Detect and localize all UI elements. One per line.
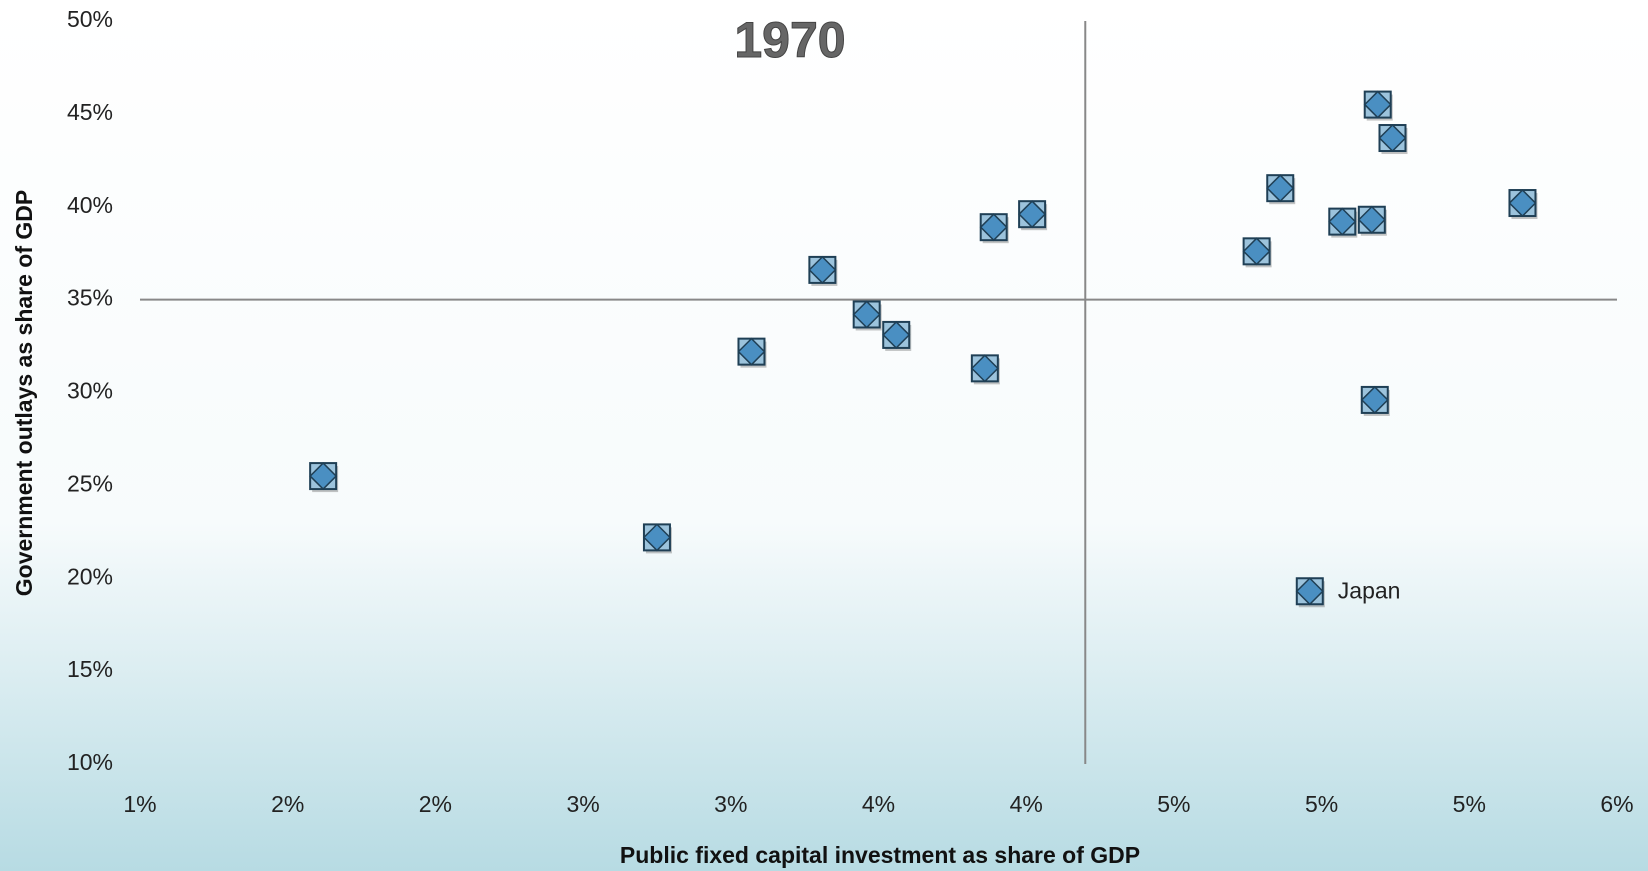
y-axis-label: Government outlays as share of GDP — [11, 190, 37, 596]
point — [852, 300, 882, 331]
point — [970, 354, 1000, 385]
y-tick-label: 20% — [67, 563, 113, 589]
point-diamond — [882, 320, 911, 349]
y-tick-label: 25% — [67, 470, 113, 496]
x-tick-label: 2% — [271, 791, 304, 817]
point — [309, 462, 339, 493]
point — [882, 320, 912, 351]
point — [1295, 577, 1325, 608]
point — [808, 255, 838, 286]
x-tick-label: 6% — [1600, 791, 1633, 817]
chart-title: 1970 — [734, 12, 845, 68]
y-tick-label: 15% — [67, 656, 113, 682]
point-diamond — [1328, 207, 1357, 236]
x-tick-label: 4% — [1010, 791, 1043, 817]
point — [1508, 188, 1538, 220]
point — [1360, 385, 1390, 416]
x-tick-label: 1% — [123, 791, 156, 817]
x-tick-label: 2% — [419, 791, 452, 817]
point — [1018, 200, 1048, 231]
point-label: Japan — [1338, 577, 1401, 603]
point-diamond — [979, 213, 1008, 242]
x-tick-label: 5% — [1453, 791, 1486, 817]
point-diamond — [737, 337, 766, 366]
point-diamond — [1360, 385, 1389, 414]
point — [1378, 123, 1408, 155]
point-diamond — [1508, 188, 1537, 218]
y-tick-label: 40% — [67, 192, 113, 218]
point-diamond — [642, 523, 672, 552]
point — [1242, 237, 1272, 268]
x-tick-label: 3% — [566, 791, 599, 817]
point-diamond — [1357, 205, 1386, 234]
x-tick-label: 5% — [1305, 791, 1338, 817]
point — [737, 337, 767, 368]
point-diamond — [852, 300, 881, 329]
y-tick-label: 45% — [67, 99, 113, 125]
point-diamond — [1242, 237, 1271, 266]
point — [1363, 90, 1393, 121]
y-tick-label: 35% — [67, 285, 113, 311]
point-diamond — [970, 354, 999, 383]
point-diamond — [1295, 577, 1324, 606]
point — [1266, 174, 1296, 205]
x-tick-label: 5% — [1157, 791, 1190, 817]
x-tick-label: 3% — [714, 791, 747, 817]
y-tick-label: 50% — [67, 6, 113, 32]
y-tick-label: 30% — [67, 378, 113, 404]
y-tick-label: 10% — [67, 749, 113, 775]
x-axis-label: Public fixed capital investment as share… — [620, 842, 1140, 868]
point — [642, 523, 672, 554]
point-diamond — [1266, 174, 1295, 203]
point-diamond — [1378, 123, 1407, 153]
point-diamond — [1018, 200, 1047, 229]
point — [1328, 207, 1358, 238]
point — [979, 213, 1009, 244]
point-diamond — [808, 255, 837, 284]
point — [1357, 205, 1387, 236]
point-diamond — [309, 462, 338, 491]
x-tick-label: 4% — [862, 791, 895, 817]
point-diamond — [1363, 90, 1392, 119]
